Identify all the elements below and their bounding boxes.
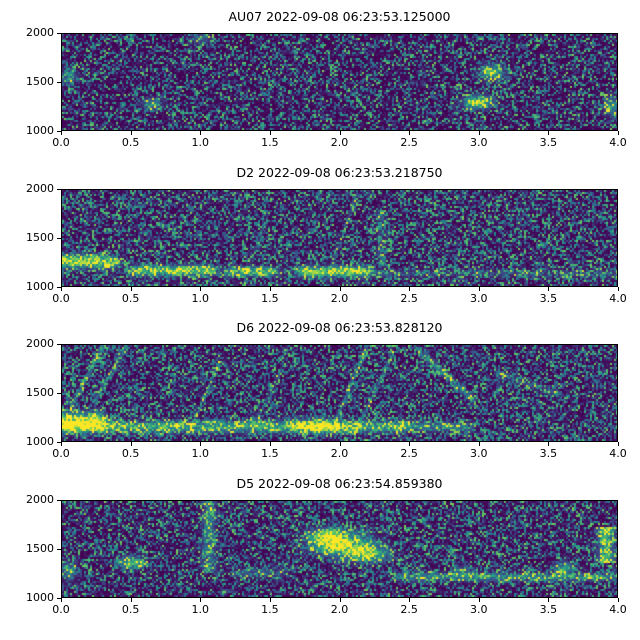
x-axis-ticks: 0.0 0.5 1.0 1.5 2.0 2.5 3.0 3.5 4.0	[52, 447, 627, 461]
x-tick-label: 4.0	[609, 136, 627, 149]
y-tick-label: 2000	[26, 182, 54, 195]
x-tick-label: 3.0	[470, 292, 488, 305]
x-tick-label: 2.0	[330, 603, 349, 616]
x-tick-label: 1.5	[261, 292, 279, 305]
x-tick-label: 4.0	[609, 447, 627, 460]
x-tick-label: 0.0	[52, 447, 70, 460]
y-tick-label: 2000	[26, 26, 54, 39]
x-tick-label: 0.0	[52, 292, 70, 305]
x-tick-label: 4.0	[609, 603, 627, 616]
y-axis-ticks: 2000 1500 1000	[0, 494, 54, 604]
plot-area	[61, 500, 618, 598]
y-axis-ticks: 2000 1500 1000	[0, 27, 54, 137]
x-tick-label: 3.5	[539, 603, 558, 616]
spectrogram-panel-au07: AU07 2022-09-08 06:23:53.125000 2000 150…	[0, 7, 640, 163]
y-tick-label: 1000	[26, 124, 54, 137]
y-tick-label: 2000	[26, 337, 54, 350]
spectrogram-panel-d6: D6 2022-09-08 06:23:53.828120 2000 1500 …	[0, 318, 640, 474]
x-axis-ticks: 0.0 0.5 1.0 1.5 2.0 2.5 3.0 3.5 4.0	[52, 136, 627, 150]
x-tick-label: 2.5	[400, 603, 418, 616]
x-tick-label: 3.0	[470, 603, 488, 616]
plot-area	[61, 33, 618, 131]
x-axis-ticks: 0.0 0.5 1.0 1.5 2.0 2.5 3.0 3.5 4.0	[52, 292, 627, 306]
spectrogram-panel-d2: D2 2022-09-08 06:23:53.218750 2000 1500 …	[0, 163, 640, 319]
spectrogram-image	[62, 34, 617, 130]
x-tick-label: 1.0	[191, 603, 210, 616]
x-tick-label: 1.5	[261, 136, 279, 149]
y-tick-label: 1500	[26, 542, 54, 555]
x-tick-label: 0.0	[52, 136, 70, 149]
subplot-title: D5 2022-09-08 06:23:54.859380	[236, 476, 443, 491]
x-tick-label: 3.0	[470, 447, 488, 460]
spectrogram-panel-d5: D5 2022-09-08 06:23:54.859380 2000 1500 …	[0, 474, 640, 630]
y-axis-ticks: 2000 1500 1000	[0, 338, 54, 448]
y-tick-label: 1000	[26, 591, 54, 604]
y-tick-label: 1500	[26, 386, 54, 399]
spectrogram-image	[62, 190, 617, 286]
y-tick-label: 1500	[26, 231, 54, 244]
x-axis-ticks: 0.0 0.5 1.0 1.5 2.0 2.5 3.0 3.5 4.0	[52, 603, 627, 617]
y-tick-label: 1000	[26, 280, 54, 293]
y-axis-ticks: 2000 1500 1000	[0, 183, 54, 293]
x-tick-label: 1.5	[261, 447, 279, 460]
subplot-title: D2 2022-09-08 06:23:53.218750	[236, 165, 443, 180]
x-tick-label: 2.5	[400, 292, 418, 305]
x-tick-label: 4.0	[609, 292, 627, 305]
x-tick-label: 3.5	[539, 136, 558, 149]
y-tick-label: 1000	[26, 435, 54, 448]
x-tick-label: 1.5	[261, 603, 279, 616]
x-tick-label: 0.5	[121, 603, 140, 616]
plot-area	[61, 344, 618, 442]
plot-area	[61, 189, 618, 287]
x-tick-label: 0.5	[121, 447, 140, 460]
x-tick-label: 1.0	[191, 292, 210, 305]
x-tick-label: 0.5	[121, 136, 140, 149]
x-tick-label: 3.5	[539, 292, 558, 305]
x-tick-label: 2.0	[330, 136, 349, 149]
subplot-title: AU07 2022-09-08 06:23:53.125000	[228, 9, 451, 24]
y-tick-label: 2000	[26, 493, 54, 506]
x-tick-label: 2.0	[330, 292, 349, 305]
x-tick-label: 2.0	[330, 447, 349, 460]
x-tick-label: 1.0	[191, 447, 210, 460]
x-tick-label: 0.5	[121, 292, 140, 305]
y-tick-label: 1500	[26, 75, 54, 88]
x-tick-label: 3.0	[470, 136, 488, 149]
x-tick-label: 0.0	[52, 603, 70, 616]
x-tick-label: 1.0	[191, 136, 210, 149]
spectrogram-image	[62, 501, 617, 597]
x-tick-label: 2.5	[400, 136, 418, 149]
subplot-title: D6 2022-09-08 06:23:53.828120	[236, 320, 443, 335]
spectrogram-image	[62, 345, 617, 441]
x-tick-label: 3.5	[539, 447, 558, 460]
x-tick-label: 2.5	[400, 447, 418, 460]
